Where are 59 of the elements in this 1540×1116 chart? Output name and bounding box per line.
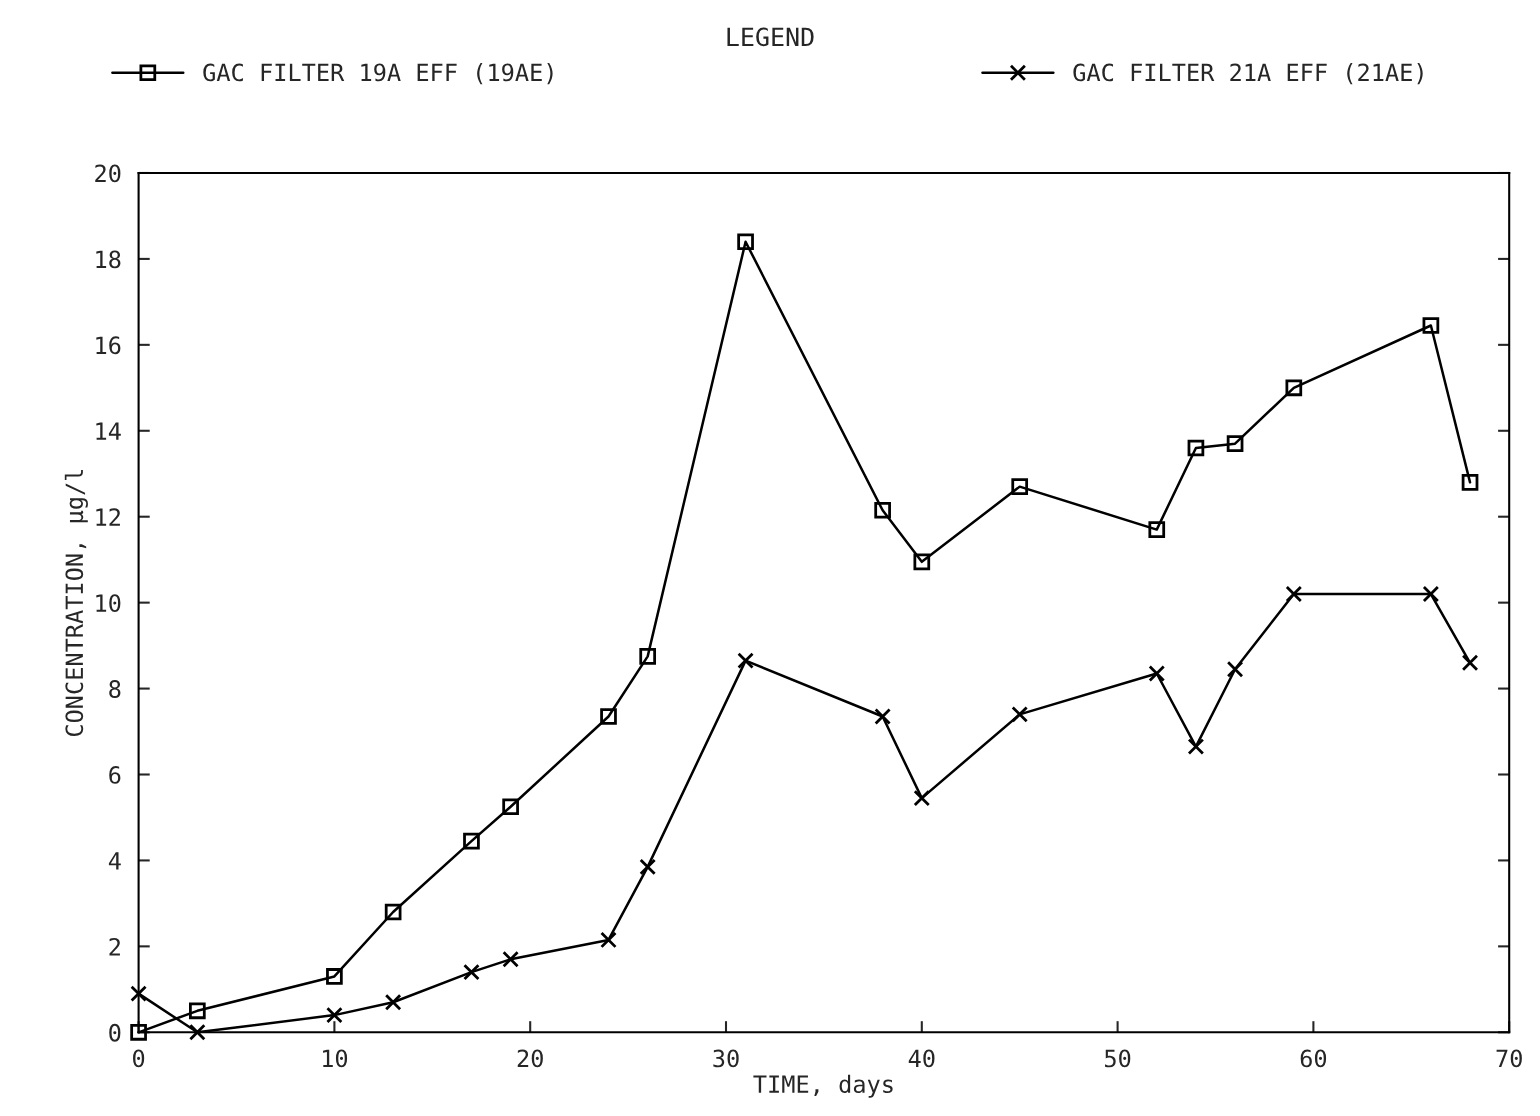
point <box>463 963 480 981</box>
point <box>913 553 931 571</box>
legend-label: GAC FILTER 19A EFF (19AE) <box>203 63 553 85</box>
point <box>1148 521 1166 538</box>
y-tick-label: 2 <box>109 937 120 956</box>
point <box>384 903 402 921</box>
point <box>1461 654 1479 672</box>
point <box>1226 660 1244 678</box>
x-tick-label: 0 <box>133 1049 145 1068</box>
point <box>1422 317 1440 334</box>
point <box>639 858 657 876</box>
x-tick-label: 70 <box>1496 1049 1522 1068</box>
point <box>874 501 891 519</box>
point <box>600 931 617 949</box>
point <box>1187 439 1205 457</box>
point <box>737 233 754 251</box>
point <box>1422 585 1440 603</box>
y-tick-label: 12 <box>96 508 120 526</box>
point <box>326 1006 343 1024</box>
legend-label: GAC FILTER 21A EFF (21AE) <box>1073 63 1423 85</box>
point <box>463 832 480 850</box>
y-tick-label: 6 <box>109 766 121 784</box>
point <box>1011 706 1029 723</box>
point <box>130 1023 147 1041</box>
point <box>502 950 519 968</box>
point <box>639 648 657 665</box>
point <box>1148 665 1166 682</box>
y-tick-label: 18 <box>96 250 121 269</box>
point <box>737 652 754 669</box>
point <box>913 789 931 807</box>
point <box>189 1002 206 1020</box>
point <box>502 798 519 816</box>
y-tick-label: 0 <box>109 1023 121 1042</box>
y-tick-label: 20 <box>95 164 121 183</box>
y-tick-label: 4 <box>108 852 121 870</box>
point <box>1285 379 1303 397</box>
x-tick-label: 30 <box>713 1049 739 1068</box>
x-tick-label: 20 <box>517 1049 543 1068</box>
x-tick-label: 40 <box>908 1049 935 1068</box>
x-tick-label: 10 <box>323 1049 348 1068</box>
y-tick-label: 10 <box>96 594 121 613</box>
legend-title: LEGEND <box>727 27 814 47</box>
y-tick-label: 14 <box>96 422 121 440</box>
point <box>1011 478 1029 495</box>
point <box>1187 738 1205 755</box>
x-tick-label: 60 <box>1300 1049 1327 1068</box>
point <box>326 968 343 985</box>
point <box>600 708 617 725</box>
point <box>189 1023 206 1041</box>
point <box>1226 435 1244 452</box>
y-tick-label: 8 <box>109 680 121 698</box>
x-axis-title: TIME, days <box>753 1074 893 1098</box>
y-axis-title: CONCENTRATION, µg/l <box>64 469 88 737</box>
y-tick-label: 16 <box>96 336 121 355</box>
x-tick-label: 50 <box>1105 1049 1131 1068</box>
point <box>874 708 891 725</box>
point <box>1461 474 1479 491</box>
point <box>384 993 402 1011</box>
point <box>130 985 147 1002</box>
